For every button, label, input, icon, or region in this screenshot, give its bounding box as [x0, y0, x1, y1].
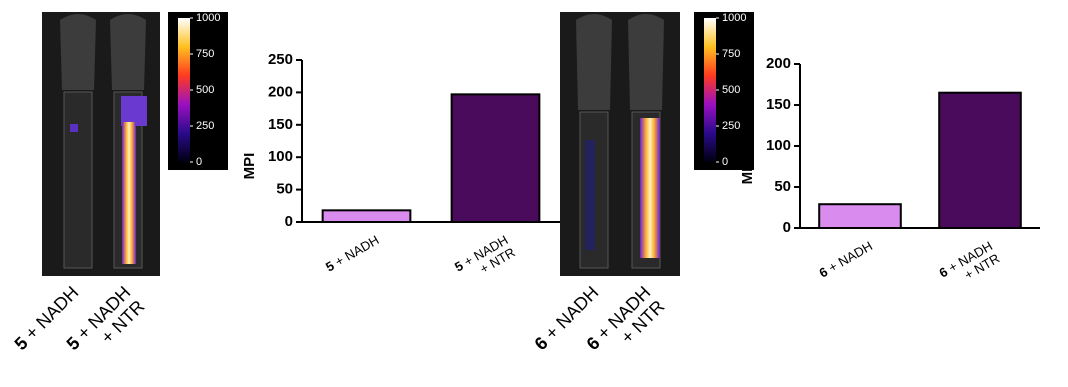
colorbar-tick-label: 250	[722, 120, 740, 132]
y-tick-label: 150	[268, 116, 293, 133]
colorbar-tick-label: 1000	[196, 12, 220, 24]
x-tick-label: 6 + NADH+ NTR	[937, 239, 1003, 294]
x-tick-label: 5 + NADH+ NTR	[452, 233, 518, 288]
y-tick-label: 0	[285, 213, 293, 230]
y-axis-label: MPI	[241, 153, 258, 180]
y-tick-label: 200	[766, 55, 791, 72]
bar	[450, 93, 541, 223]
colorbar-tick-label: 0	[196, 156, 202, 168]
y-tick-label: 250	[268, 51, 293, 68]
x-tick-label: 6 + NADH	[817, 239, 876, 281]
tube-photo	[560, 12, 680, 276]
colorbar-tick-label: 750	[722, 48, 740, 60]
colorbar-tick-label: 500	[722, 84, 740, 96]
colorbar	[704, 18, 716, 162]
colorbar-tick-label: 500	[196, 84, 214, 96]
y-tick-label: 0	[783, 219, 791, 236]
y-tick-label: 50	[276, 181, 293, 198]
bar	[818, 203, 902, 230]
colorbar	[178, 18, 190, 162]
y-tick-label: 150	[766, 96, 791, 113]
tube-photo	[42, 12, 160, 276]
x-tick-label: 5 + NADH	[323, 233, 382, 275]
colorbar-tick-label: 1000	[722, 12, 746, 24]
y-axis-label: MPI	[739, 158, 756, 185]
y-tick-label: 100	[268, 148, 293, 165]
colorbar-tick-label: 750	[196, 48, 214, 60]
y-tick-label: 100	[766, 137, 791, 154]
bar	[938, 91, 1022, 229]
y-tick-label: 200	[268, 83, 293, 100]
bar	[321, 209, 412, 223]
colorbar-tick-label: 0	[722, 156, 728, 168]
colorbar-tick-label: 250	[196, 120, 214, 132]
y-tick-label: 50	[774, 178, 791, 195]
